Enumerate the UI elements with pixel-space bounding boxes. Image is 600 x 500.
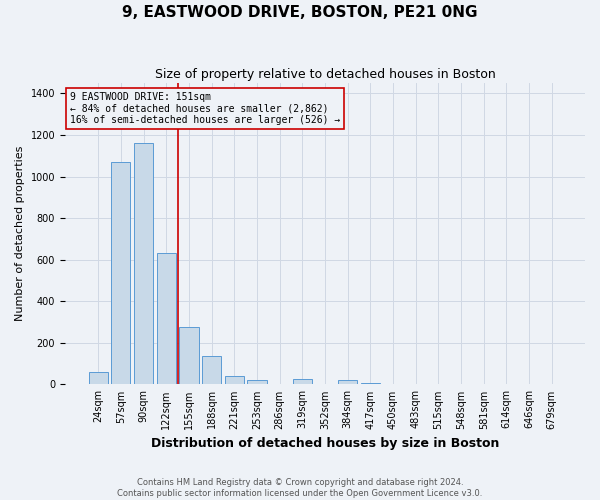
Bar — [111, 162, 130, 384]
Bar — [179, 328, 199, 384]
X-axis label: Distribution of detached houses by size in Boston: Distribution of detached houses by size … — [151, 437, 499, 450]
Bar — [89, 372, 108, 384]
Bar — [247, 380, 266, 384]
Bar — [338, 380, 357, 384]
Bar — [157, 254, 176, 384]
Bar — [134, 144, 153, 384]
Y-axis label: Number of detached properties: Number of detached properties — [15, 146, 25, 322]
Bar — [202, 356, 221, 384]
Text: 9, EASTWOOD DRIVE, BOSTON, PE21 0NG: 9, EASTWOOD DRIVE, BOSTON, PE21 0NG — [122, 5, 478, 20]
Bar — [224, 376, 244, 384]
Text: 9 EASTWOOD DRIVE: 151sqm
← 84% of detached houses are smaller (2,862)
16% of sem: 9 EASTWOOD DRIVE: 151sqm ← 84% of detach… — [70, 92, 340, 126]
Title: Size of property relative to detached houses in Boston: Size of property relative to detached ho… — [155, 68, 496, 80]
Text: Contains HM Land Registry data © Crown copyright and database right 2024.
Contai: Contains HM Land Registry data © Crown c… — [118, 478, 482, 498]
Bar — [293, 379, 312, 384]
